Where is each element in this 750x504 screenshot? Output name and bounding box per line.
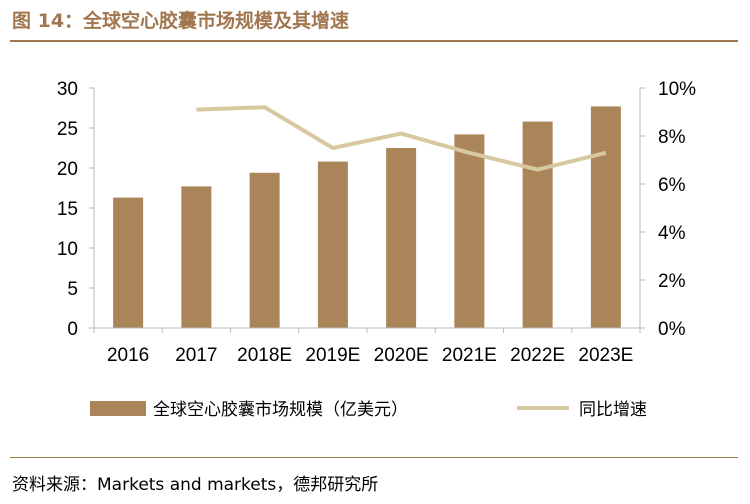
legend-line-label: 同比增速	[579, 400, 647, 420]
bar-series	[113, 106, 621, 329]
x-tick-label: 2023E	[578, 345, 633, 366]
legend-bar-label: 全球空心胶囊市场规模（亿美元）	[153, 400, 408, 420]
legend: 全球空心胶囊市场规模（亿美元） 同比增速	[90, 400, 647, 420]
right-tick-label: 10%	[658, 79, 696, 100]
right-tick-label: 2%	[658, 271, 686, 292]
x-tick-label: 2018E	[237, 345, 292, 366]
bar	[590, 106, 621, 329]
x-tick-label: 2017	[175, 345, 217, 366]
axes: 0 5 10 15 20 25 30 0% 2% 4% 6% 8% 10% 2016 2017 2018E 20…	[57, 79, 696, 366]
left-tick-label: 5	[67, 279, 78, 300]
bar	[317, 161, 348, 328]
right-tick-label: 6%	[658, 175, 686, 196]
bar	[181, 186, 212, 328]
bar	[454, 134, 485, 328]
source-note: 资料来源：Markets and markets，德邦研究所	[12, 475, 379, 495]
x-tick-label: 2021E	[442, 345, 497, 366]
footer-divider	[10, 457, 738, 458]
x-tick-label: 2016	[107, 345, 149, 366]
right-tick-label: 0%	[658, 319, 686, 340]
figure-title: 图 14：全球空心胶囊市场规模及其增速	[12, 10, 350, 32]
bar	[113, 197, 144, 328]
bar	[386, 148, 417, 328]
bar	[522, 121, 553, 328]
left-tick-label: 0	[67, 319, 78, 340]
title-divider	[10, 40, 738, 42]
bar	[249, 172, 280, 328]
right-tick-label: 8%	[658, 127, 686, 148]
left-tick-label: 20	[57, 159, 78, 180]
x-tick-label: 2022E	[510, 345, 565, 366]
legend-bar-swatch	[90, 401, 146, 416]
left-tick-label: 10	[57, 239, 78, 260]
right-tick-label: 4%	[658, 223, 686, 244]
left-tick-label: 25	[57, 119, 78, 140]
x-tick-label: 2020E	[374, 345, 429, 366]
left-tick-label: 30	[57, 79, 78, 100]
x-tick-label: 2019E	[305, 345, 360, 366]
combo-chart: 0 5 10 15 20 25 30 0% 2% 4% 6% 8% 10% 2016 2017 2018E 20…	[57, 79, 696, 420]
growth-line-series	[196, 105, 607, 172]
growth-line	[196, 105, 607, 172]
left-tick-label: 15	[57, 199, 78, 220]
